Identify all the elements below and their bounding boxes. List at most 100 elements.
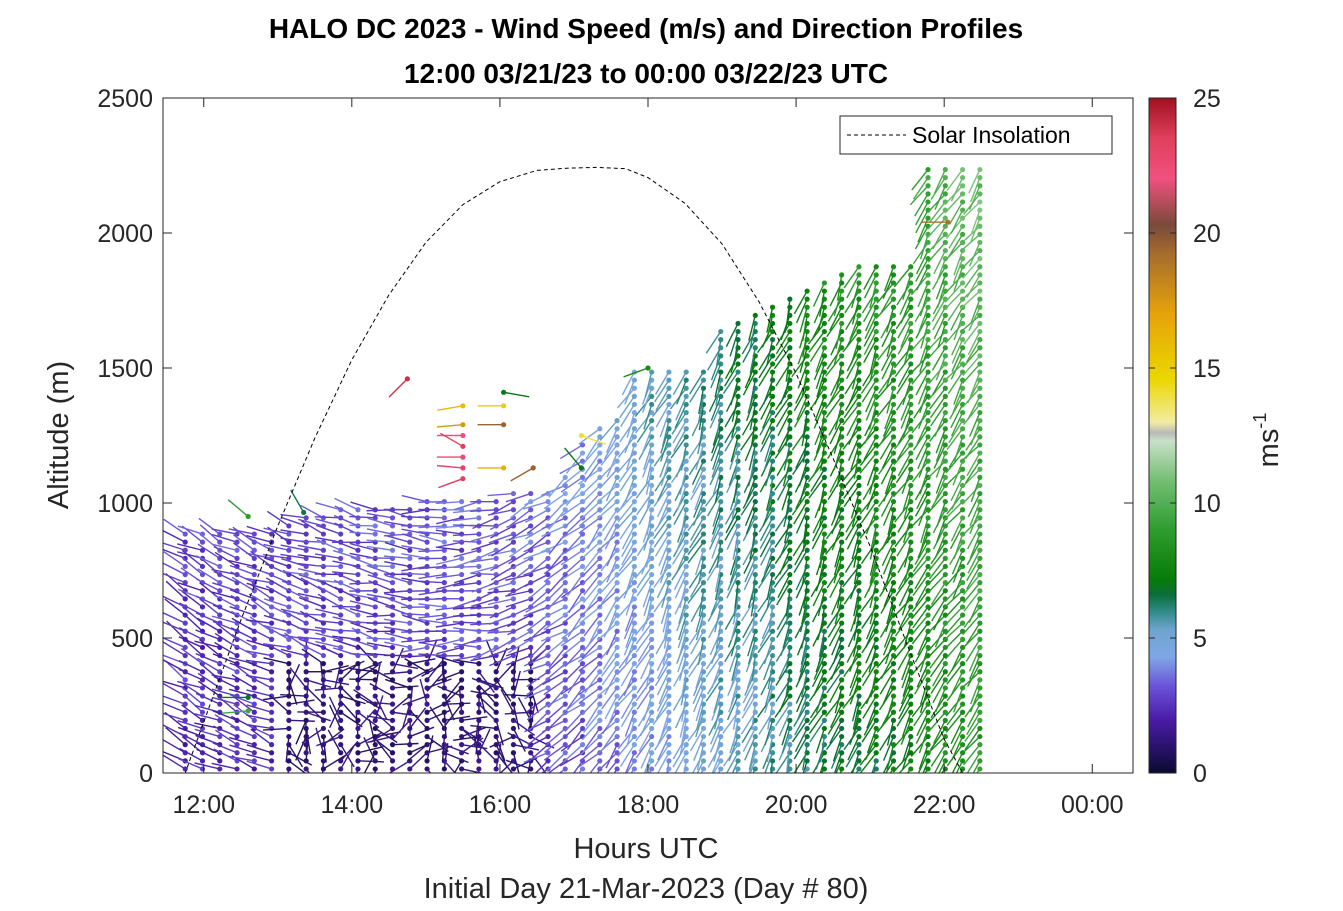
wind-barb-point [700,377,707,383]
wind-barb-line [829,703,843,728]
wind-barb-line [880,347,895,372]
wind-barb-line [794,614,808,639]
wind-barb-line [952,460,964,486]
wind-barb-line [635,412,653,434]
wind-barb-point [441,515,447,521]
wind-barb-point [821,482,827,489]
wind-barb-point [821,604,827,610]
wind-barb-line [263,643,289,649]
wind-barb-line [766,574,774,601]
wind-barb-line [887,509,895,536]
wind-barb-line [828,679,843,704]
wind-barb-point [925,450,931,456]
wind-barb-line [825,355,843,377]
wind-barb-line [334,497,359,511]
wind-barb-point [649,661,655,667]
wind-barb-line [969,412,981,437]
wind-barb-point [666,507,672,513]
wind-barb-line [619,517,635,540]
wind-barb-point [666,701,672,707]
wind-barb-line [182,606,203,624]
wind-barb-line [659,550,670,576]
wind-barb-point [355,709,361,715]
wind-barb-point [666,499,672,505]
wind-barb-line [491,541,514,557]
wind-barb-line [878,371,895,394]
wind-barb-line [915,315,929,339]
wind-barb-point [631,604,637,610]
wind-barb-point [372,725,378,732]
wind-barb-point [959,409,966,416]
wind-barb-point [856,523,862,529]
wind-barb-line [912,549,929,573]
wind-barb-line [712,469,722,495]
wind-barb-point [977,288,983,294]
wind-barb-line [366,545,393,551]
wind-barb-line [948,201,964,225]
wind-barb-line [606,452,618,478]
wind-barb-point [597,628,603,634]
wind-barb-line [919,339,929,365]
wind-barb-point [441,555,447,561]
wind-barb-line [659,412,670,438]
wind-barb-line [406,744,428,762]
wind-barb-point [683,393,689,399]
wind-barb-point [890,555,897,561]
wind-barb-line [946,679,964,702]
wind-barb-line [517,697,532,721]
wind-barb-point [959,531,966,537]
wind-barb-point [977,280,983,286]
y-tick-label: 0 [139,760,153,788]
wind-barb-point [735,717,741,723]
wind-barb-line [769,760,774,773]
wind-barb-point [493,733,499,740]
wind-barb-point [389,628,396,634]
wind-barb-line [323,664,349,673]
wind-barb-line [366,528,393,535]
wind-barb-point [649,588,655,594]
wind-barb-point [631,426,637,432]
wind-barb-point [908,677,914,683]
wind-barb-line [367,597,393,608]
wind-barb-line [435,573,462,579]
wind-barb-line [865,306,877,332]
wind-barb-point [977,677,983,683]
wind-barb-line [435,622,462,628]
wind-barb-point [873,450,879,456]
wind-barb-point [856,588,862,594]
wind-barb-line [928,201,946,223]
wind-barb-line [815,347,826,373]
wind-barb-line [816,371,826,398]
wind-barb-point [407,580,413,586]
wind-barb-point [977,539,983,545]
wind-barb-line [332,638,359,649]
wind-barb-line [163,739,186,754]
wind-barb-line [194,762,220,770]
wind-barb-line [843,582,860,605]
wind-barb-line [847,736,860,761]
wind-barb-point [407,555,413,561]
wind-barb-line [726,695,739,721]
wind-barb-line [195,555,221,568]
wind-barb-line [936,258,946,284]
wind-barb-point [268,531,275,537]
wind-barb-line [558,768,566,773]
wind-barb-point [666,418,672,424]
wind-barb-point [649,555,655,561]
wind-barb-point [545,661,551,667]
wind-barb-point [683,547,689,553]
wind-barb-point [769,409,776,416]
wind-barb-line [948,420,964,444]
wind-barb-point [959,693,966,699]
wind-barb-point [268,758,275,764]
wind-barb-point [977,409,983,416]
wind-barb-line [799,307,808,333]
wind-barb-line [526,671,549,688]
wind-barb-point [873,733,879,740]
wind-barb-line [767,704,774,730]
wind-barb-line [893,266,912,288]
wind-barb-point [649,531,655,537]
wind-barb-point [942,312,948,318]
wind-barb-point [579,742,586,748]
